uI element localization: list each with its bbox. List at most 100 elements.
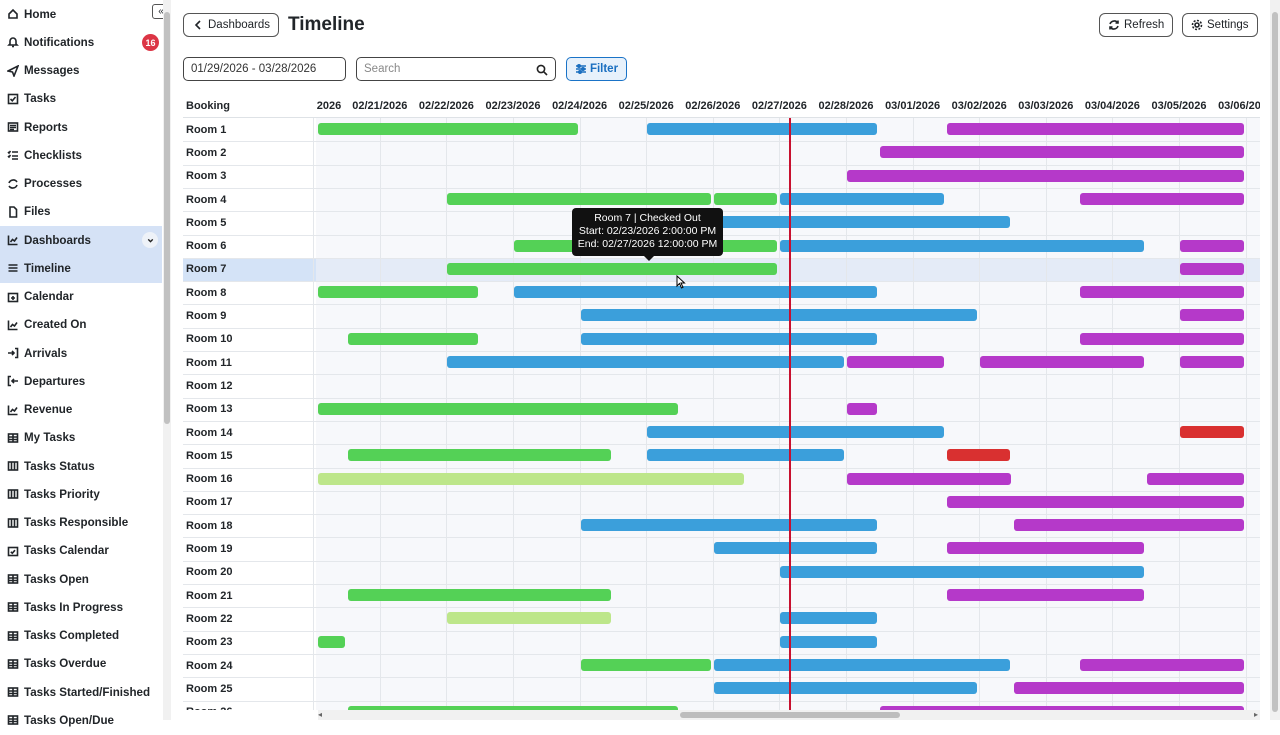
- room-label[interactable]: Room 19: [186, 543, 233, 556]
- sidebar-item-processes[interactable]: Processes: [0, 170, 162, 198]
- booking-bar[interactable]: [946, 495, 1244, 508]
- booking-bar[interactable]: [347, 705, 678, 710]
- booking-bar[interactable]: [647, 425, 944, 438]
- booking-bar[interactable]: [447, 356, 844, 368]
- booking-bar[interactable]: [713, 192, 778, 205]
- booking-bar[interactable]: [1013, 519, 1244, 532]
- page-vertical-scrollbar[interactable]: [1270, 0, 1280, 720]
- room-label[interactable]: Room 7: [186, 263, 227, 276]
- scroll-right-icon[interactable]: ▸: [1253, 710, 1258, 719]
- booking-bar[interactable]: [580, 658, 711, 671]
- room-label[interactable]: Room 15: [186, 449, 233, 462]
- booking-bar[interactable]: [318, 402, 678, 415]
- room-label[interactable]: Room 20: [186, 566, 233, 579]
- booking-bar[interactable]: [347, 589, 611, 601]
- search-input[interactable]: Search: [356, 57, 556, 81]
- sidebar-item-tasks-open[interactable]: Tasks Open: [0, 565, 162, 593]
- sidebar-item-files[interactable]: Files: [0, 198, 162, 226]
- room-label[interactable]: Room 18: [186, 519, 233, 532]
- booking-bar[interactable]: [1080, 286, 1244, 299]
- room-label[interactable]: Room 13: [186, 403, 233, 416]
- booking-bar[interactable]: [347, 449, 611, 462]
- booking-bar[interactable]: [580, 309, 978, 322]
- booking-bar[interactable]: [447, 192, 711, 205]
- sidebar-item-my-tasks[interactable]: My Tasks: [0, 424, 162, 452]
- room-label[interactable]: Room 16: [186, 473, 233, 486]
- booking-bar[interactable]: [713, 658, 1011, 671]
- room-label[interactable]: Room 8: [186, 286, 227, 299]
- room-label[interactable]: Room 1: [186, 123, 227, 136]
- booking-bar[interactable]: [780, 192, 944, 205]
- room-label[interactable]: Room 25: [186, 682, 233, 695]
- refresh-button[interactable]: Refresh: [1099, 13, 1174, 37]
- booking-bar[interactable]: [580, 519, 878, 532]
- booking-bar[interactable]: [318, 286, 478, 299]
- room-label[interactable]: Room 14: [186, 426, 233, 439]
- booking-bar[interactable]: [880, 705, 1244, 710]
- sidebar-item-messages[interactable]: Messages: [0, 57, 162, 85]
- booking-bar[interactable]: [780, 612, 878, 625]
- booking-bar[interactable]: [347, 332, 478, 345]
- booking-bar[interactable]: [1080, 192, 1244, 205]
- booking-bar[interactable]: [514, 286, 878, 299]
- booking-bar[interactable]: [1080, 658, 1244, 671]
- booking-bar[interactable]: [847, 356, 944, 368]
- room-label[interactable]: Room 5: [186, 216, 227, 229]
- sidebar-item-departures[interactable]: Departures: [0, 367, 162, 395]
- booking-bar[interactable]: [780, 635, 878, 648]
- scroll-left-icon[interactable]: ◂: [318, 710, 323, 719]
- sidebar-item-tasks-responsible[interactable]: Tasks Responsible: [0, 509, 162, 537]
- booking-bar[interactable]: [318, 472, 745, 485]
- room-label[interactable]: Room 2: [186, 146, 227, 159]
- booking-bar[interactable]: [780, 565, 1144, 578]
- sidebar-item-notifications[interactable]: Notifications 16: [0, 28, 162, 56]
- booking-bar[interactable]: [1080, 332, 1244, 345]
- horizontal-scrollbar-thumb[interactable]: [680, 712, 900, 718]
- booking-bar[interactable]: [847, 472, 1011, 485]
- booking-bar[interactable]: [946, 449, 1011, 462]
- booking-bar[interactable]: [946, 542, 1144, 555]
- booking-bar[interactable]: [713, 542, 878, 555]
- sidebar-item-tasks-started-finished[interactable]: Tasks Started/Finished: [0, 678, 162, 706]
- booking-bar[interactable]: [1180, 356, 1244, 368]
- room-label[interactable]: Room 26: [186, 701, 232, 710]
- sidebar-item-tasks-overdue[interactable]: Tasks Overdue: [0, 650, 162, 678]
- booking-bar[interactable]: [980, 356, 1144, 368]
- chevron-down-icon[interactable]: [142, 232, 158, 248]
- booking-bar[interactable]: [713, 682, 978, 695]
- booking-bar[interactable]: [1180, 425, 1244, 438]
- sidebar-item-dashboards[interactable]: Dashboards: [0, 226, 162, 255]
- room-label[interactable]: Room 9: [186, 310, 227, 323]
- sidebar-scrollbar-thumb[interactable]: [164, 12, 170, 424]
- sidebar-item-tasks-calendar[interactable]: Tasks Calendar: [0, 537, 162, 565]
- filter-button[interactable]: Filter: [566, 57, 627, 81]
- date-range-input[interactable]: 01/29/2026 - 03/28/2026: [183, 57, 346, 81]
- sidebar-item-revenue[interactable]: Revenue: [0, 396, 162, 424]
- booking-bar[interactable]: [847, 402, 878, 415]
- room-label[interactable]: Room 10: [186, 333, 233, 346]
- vertical-scrollbar-thumb[interactable]: [1272, 12, 1278, 712]
- booking-bar[interactable]: [447, 262, 778, 275]
- booking-bar[interactable]: [946, 123, 1244, 135]
- booking-bar[interactable]: [447, 612, 611, 625]
- booking-bar[interactable]: [1146, 472, 1244, 485]
- sidebar-item-tasks-open-due[interactable]: Tasks Open/Due: [0, 706, 162, 734]
- sidebar-item-home[interactable]: Home: [0, 0, 162, 28]
- booking-bar[interactable]: [1180, 239, 1244, 252]
- sidebar-item-created-on[interactable]: Created On: [0, 311, 162, 339]
- sidebar-item-tasks-priority[interactable]: Tasks Priority: [0, 480, 162, 508]
- booking-bar[interactable]: [647, 123, 878, 135]
- sidebar-item-tasks-completed[interactable]: Tasks Completed: [0, 622, 162, 650]
- sidebar-item-calendar[interactable]: Calendar: [0, 283, 162, 311]
- booking-bar[interactable]: [780, 239, 1144, 252]
- booking-bar[interactable]: [1013, 682, 1244, 695]
- sidebar-item-checklists[interactable]: Checklists: [0, 141, 162, 169]
- sidebar-item-timeline[interactable]: Timeline: [0, 254, 162, 283]
- timeline-horizontal-scrollbar[interactable]: ◂ ▸: [318, 710, 1260, 720]
- sidebar-item-arrivals[interactable]: Arrivals: [0, 339, 162, 367]
- search-icon[interactable]: [536, 64, 548, 76]
- room-label[interactable]: Room 17: [186, 496, 233, 509]
- sidebar-item-reports[interactable]: Reports: [0, 113, 162, 141]
- room-label[interactable]: Room 12: [186, 379, 233, 392]
- booking-bar[interactable]: [847, 169, 1244, 182]
